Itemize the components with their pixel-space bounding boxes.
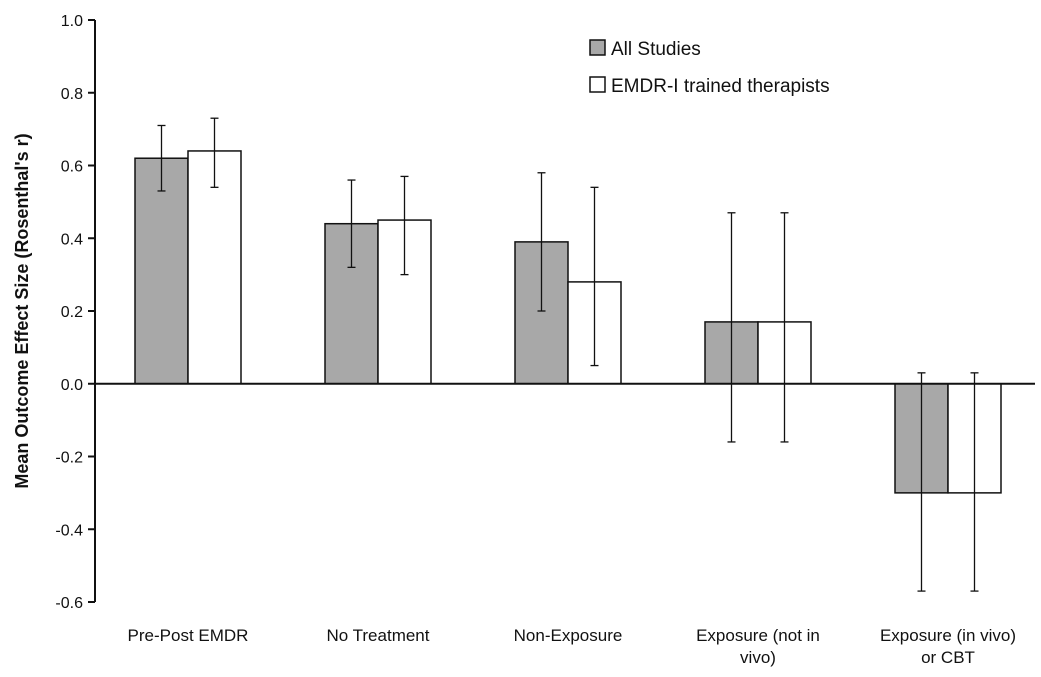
- y-tick-label: -0.6: [55, 595, 83, 612]
- y-tick-label: 0.0: [61, 377, 83, 394]
- y-tick-label: 0.6: [61, 159, 83, 176]
- category-label: vivo): [740, 648, 776, 667]
- y-axis: 1.0 0.8 0.6 0.4 0.2 0.0 -0.2 -0.4 -0.6: [55, 13, 96, 612]
- category-label: Non-Exposure: [514, 626, 623, 645]
- category-label: Exposure (in vivo): [880, 626, 1016, 645]
- category-label: Pre-Post EMDR: [128, 626, 249, 645]
- bar-all-studies: [134, 157, 189, 385]
- x-axis-labels: Pre-Post EMDR No Treatment Non-Exposure Exp…: [128, 626, 1016, 667]
- legend-swatch: [589, 39, 606, 56]
- legend-swatch: [589, 76, 606, 93]
- legend-label: EMDR-I trained therapists: [611, 76, 830, 97]
- legend: All Studies EMDR-I trained therapists: [589, 39, 830, 97]
- category-label: or CBT: [921, 648, 975, 667]
- legend-label: All Studies: [611, 39, 701, 60]
- y-tick-label: -0.4: [55, 522, 83, 539]
- y-tick-label: 0.2: [61, 304, 83, 321]
- y-axis-label: Mean Outcome Effect Size (Rosenthal's r): [12, 133, 32, 488]
- y-tick-label: 0.4: [61, 231, 83, 248]
- y-tick-label: 0.8: [61, 86, 83, 103]
- bars: [134, 150, 1002, 494]
- error-bars: [157, 117, 979, 592]
- y-tick-label: -0.2: [55, 450, 83, 467]
- category-label: No Treatment: [327, 626, 430, 645]
- category-label: Exposure (not in: [696, 626, 820, 645]
- y-tick-label: 1.0: [61, 13, 83, 30]
